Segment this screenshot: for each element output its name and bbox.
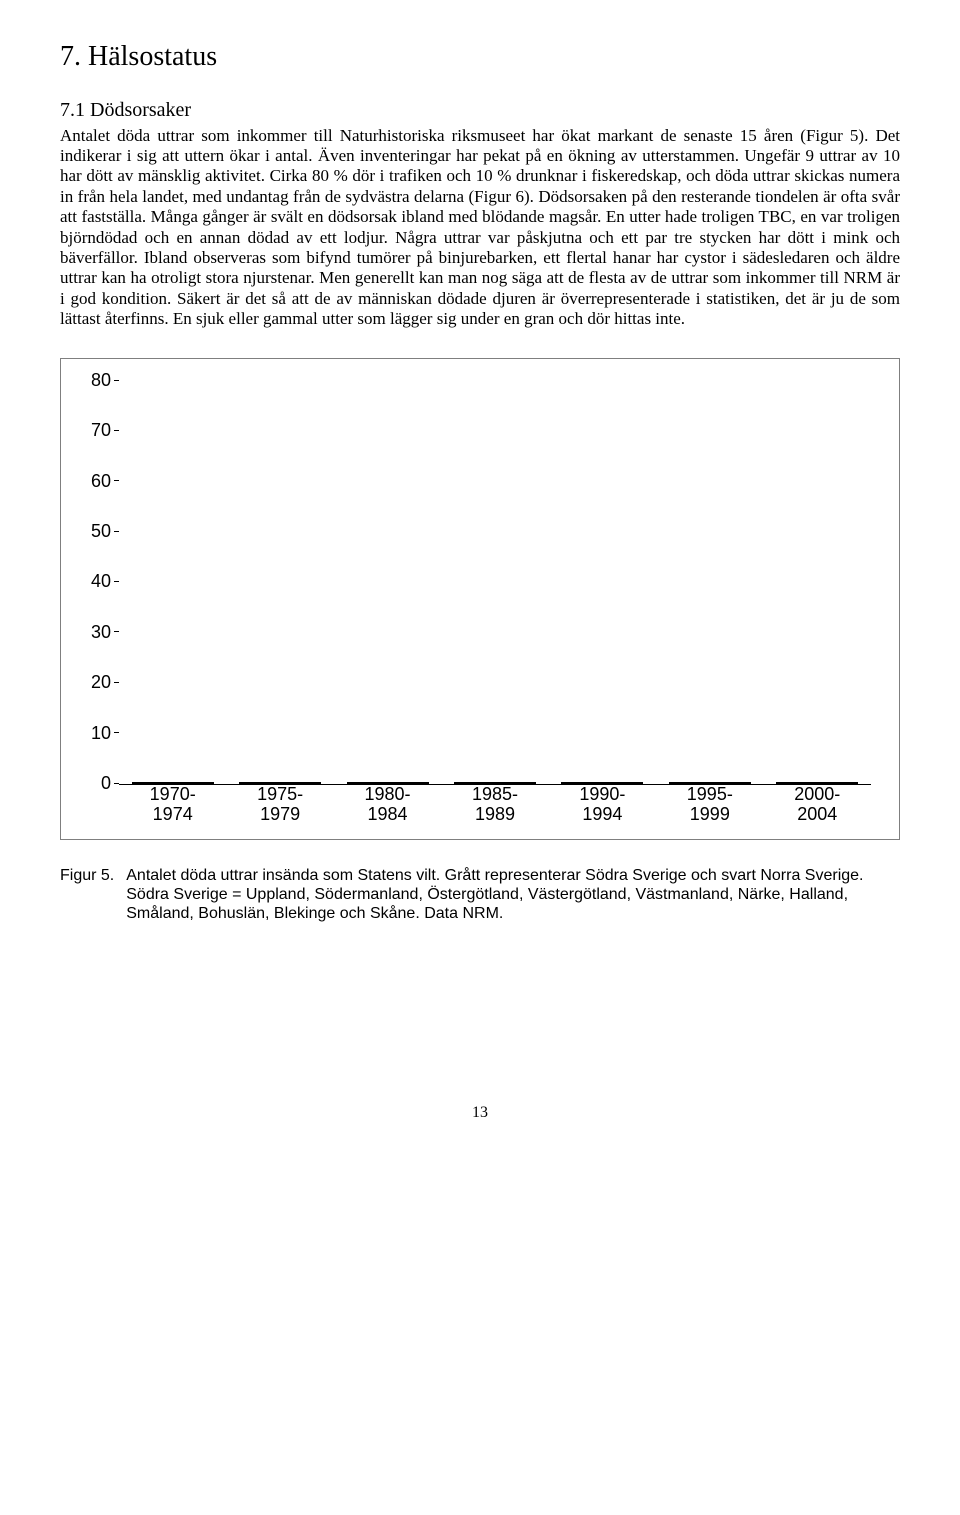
x-tick-label: 1975-1979 — [231, 785, 329, 825]
y-tick-mark — [114, 480, 119, 481]
figure-caption: Figur 5. Antalet döda uttrar insända som… — [60, 866, 900, 924]
plot-area: 01020304050607080 — [119, 381, 871, 785]
caption-label: Figur 5. — [60, 866, 114, 924]
x-tick-label: 1985-1989 — [446, 785, 544, 825]
y-tick-mark — [114, 380, 119, 381]
caption-text: Antalet döda uttrar insända som Statens … — [126, 866, 900, 924]
x-tick-label: 2000-2004 — [768, 785, 866, 825]
y-tick-mark — [114, 531, 119, 532]
y-tick-label: 40 — [71, 571, 111, 593]
x-tick-label: 1970-1974 — [124, 785, 222, 825]
y-tick-mark — [114, 682, 119, 683]
x-tick-label: 1995-1999 — [661, 785, 759, 825]
y-tick-label: 80 — [71, 370, 111, 392]
subsection-title: 7.1 Dödsorsaker — [60, 98, 900, 122]
section-title: 7. Hälsostatus — [60, 40, 900, 74]
body-paragraph: Antalet döda uttrar som inkommer till Na… — [60, 126, 900, 330]
page-number: 13 — [60, 1103, 900, 1122]
y-tick-label: 60 — [71, 470, 111, 492]
bars-row — [119, 381, 871, 784]
y-tick-label: 70 — [71, 420, 111, 442]
y-tick-mark — [114, 581, 119, 582]
y-tick-mark — [114, 430, 119, 431]
x-tick-label: 1990-1994 — [554, 785, 652, 825]
y-tick-mark — [114, 631, 119, 632]
x-tick-label: 1980-1984 — [339, 785, 437, 825]
y-tick-label: 10 — [71, 722, 111, 744]
y-tick-label: 0 — [71, 773, 111, 795]
y-tick-label: 30 — [71, 622, 111, 644]
y-tick-label: 50 — [71, 521, 111, 543]
chart-plot: 01020304050607080 1970-19741975-19791980… — [119, 381, 871, 821]
x-axis-labels: 1970-19741975-19791980-19841985-19891990… — [119, 785, 871, 825]
y-tick-mark — [114, 732, 119, 733]
bar-chart: 01020304050607080 1970-19741975-19791980… — [60, 358, 900, 840]
y-tick-label: 20 — [71, 672, 111, 694]
y-tick-mark — [114, 783, 119, 784]
